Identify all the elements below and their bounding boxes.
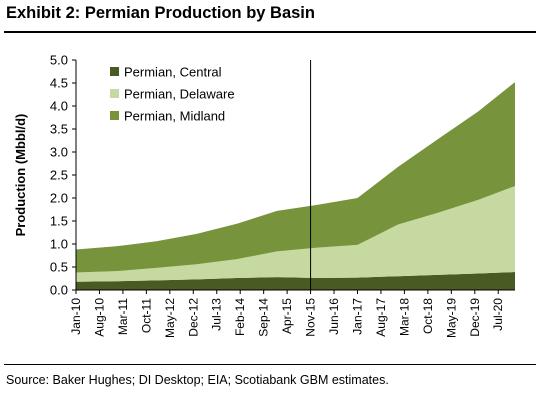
y-tick-label: 3.0 [50,145,68,160]
legend-label-permian-central: Permian, Central [124,65,222,80]
source-note: Source: Baker Hughes; DI Desktop; EIA; S… [6,373,389,387]
legend-swatch-permian-delaware [110,89,119,98]
x-tick-label: Jun-16 [327,298,341,335]
y-tick-label: 0.0 [50,283,68,298]
y-tick-label: 1.5 [50,214,68,229]
y-tick-label: 2.5 [50,168,68,183]
legend-swatch-permian-central [110,67,119,76]
x-tick-label: Oct-11 [139,298,153,333]
source-rule [4,364,536,365]
x-tick-label: Sep-14 [257,298,271,337]
y-tick-label: 3.5 [50,122,68,137]
y-tick-label: 1.0 [50,237,68,252]
y-axis-ticks: 0.0 0.5 1.0 1.5 2.0 2.5 3.0 3.5 4.0 4.5 5.0 [50,53,76,298]
x-tick-label: Dec-19 [468,298,482,337]
x-tick-label: Apr-15 [280,298,294,334]
y-tick-label: 4.0 [50,99,68,114]
x-tick-label: Nov-15 [304,298,318,337]
x-tick-label: Jul-20 [491,298,505,331]
legend-label-permian-delaware: Permian, Delaware [124,87,235,102]
x-tick-label: Aug-10 [92,298,106,337]
y-axis-label: Production (Mbbl/d) [13,114,28,237]
x-tick-label: Jan-10 [69,298,83,335]
y-tick-label: 5.0 [50,53,68,68]
x-tick-label: Jul-13 [210,298,224,331]
y-tick-label: 2.0 [50,191,68,206]
legend-swatch-permian-midland [110,111,119,120]
x-tick-label: Dec-12 [186,298,200,337]
area-permian-central [76,272,515,290]
x-tick-label: Mar-11 [116,298,130,335]
x-tick-label: May-19 [444,298,458,338]
x-tick-label: Jan-17 [350,298,364,335]
x-tick-label: Feb-14 [233,298,247,336]
legend-label-permian-midland: Permian, Midland [124,109,225,124]
chart-title: Exhibit 2: Permian Production by Basin [6,4,315,22]
x-tick-label: Aug-17 [374,298,388,337]
x-axis-ticks: Jan-10 Aug-10 Mar-11 Oct-11 May-12 Dec-12 Jul-… [69,290,505,338]
y-tick-label: 4.5 [50,76,68,91]
area-layers [76,82,515,290]
x-tick-label: Mar-18 [397,298,411,336]
y-tick-label: 0.5 [50,260,68,275]
area-permian-midland [76,82,515,273]
legend: Permian, Central Permian, Delaware Permian… [110,65,235,124]
x-tick-label: May-12 [163,298,177,338]
permian-production-chart: 0.0 0.5 1.0 1.5 2.0 2.5 3.0 3.5 4.0 4.5 5.0 Jan-10… [13,53,515,338]
title-rule [4,31,536,33]
area-permian-delaware [76,186,515,282]
x-tick-label: Oct-18 [421,298,435,334]
